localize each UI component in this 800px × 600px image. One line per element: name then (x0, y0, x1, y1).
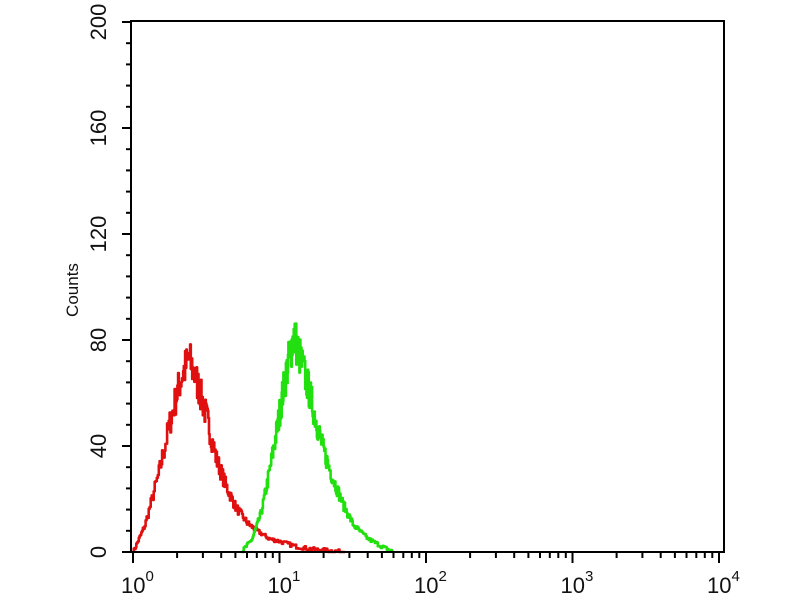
y-tick-label: 0 (86, 546, 111, 558)
series-0 (132, 343, 346, 554)
y-tick-label: 160 (86, 110, 111, 147)
plot-frame (130, 20, 725, 553)
x-tick-label: 101 (268, 568, 301, 598)
y-tick-label: 80 (86, 328, 111, 352)
y-tick-label: 40 (86, 434, 111, 458)
x-tick-label: 102 (414, 568, 447, 598)
series-line (240, 322, 394, 554)
x-tick-label: 104 (707, 568, 740, 598)
series-layer (132, 322, 394, 554)
x-tick-label: 100 (121, 568, 154, 598)
series-line (132, 343, 346, 554)
x-tick-label: 103 (561, 568, 594, 598)
ticks-layer (122, 21, 720, 563)
y-axis-title: Counts (63, 263, 82, 317)
y-tick-label: 200 (86, 4, 111, 41)
labels-layer: 100 101 102 103 104 0 40 80 120 160 200 (86, 4, 740, 598)
y-tick-label: 120 (86, 216, 111, 253)
series-1 (240, 322, 394, 554)
